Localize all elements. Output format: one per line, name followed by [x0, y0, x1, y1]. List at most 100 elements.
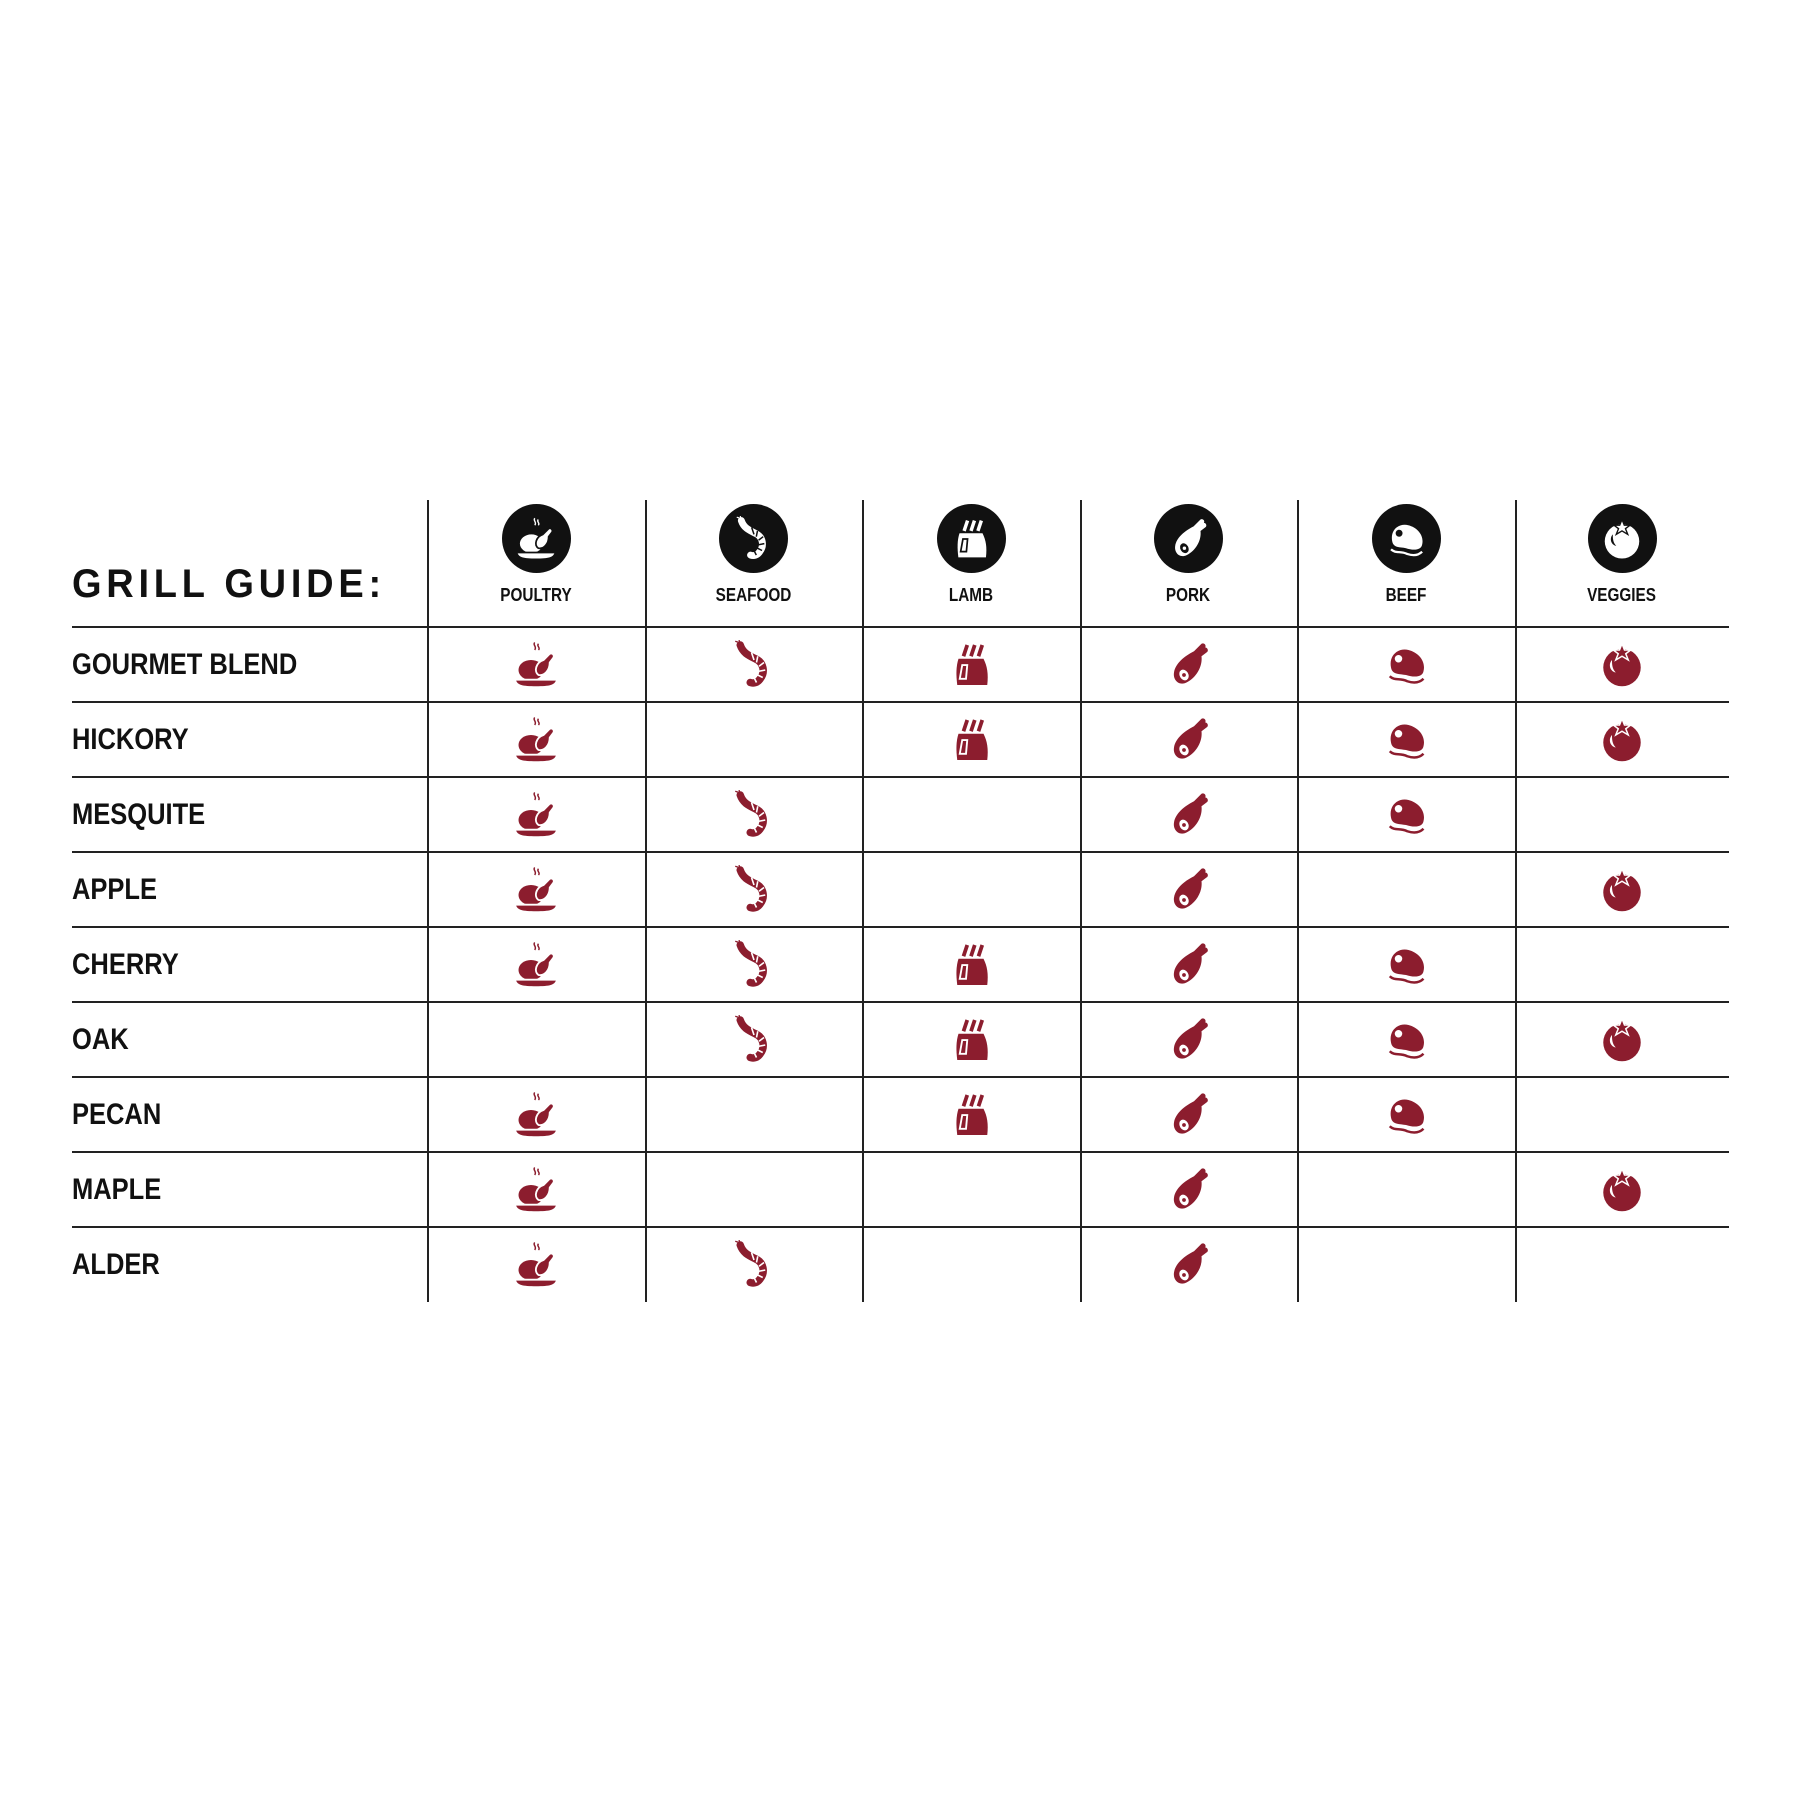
table-cell	[1515, 1077, 1729, 1152]
table-cell	[1080, 1227, 1297, 1302]
tomato-icon	[1597, 640, 1647, 690]
table-cell	[862, 1002, 1080, 1077]
table-cell	[1080, 702, 1297, 777]
table-cell	[1297, 1227, 1515, 1302]
column-divider	[427, 500, 429, 1302]
tomato-icon	[1597, 715, 1647, 765]
table-cell	[1297, 777, 1515, 852]
lamb-rack-icon	[946, 940, 996, 990]
poultry-icon	[511, 1240, 561, 1290]
column-divider	[1297, 500, 1299, 1302]
ham-icon	[1164, 865, 1214, 915]
poultry-icon	[511, 715, 561, 765]
column-header-beef: BEEF	[1297, 500, 1515, 627]
table-cell	[1080, 1077, 1297, 1152]
column-label: POULTRY	[500, 585, 572, 605]
table-cell	[645, 1077, 862, 1152]
lamb-rack-icon	[946, 1015, 996, 1065]
column-header-seafood: SEAFOOD	[645, 500, 862, 627]
row-label: OAK	[72, 1022, 129, 1056]
table-cell	[427, 702, 645, 777]
row-divider	[72, 701, 1729, 703]
row-label: PECAN	[72, 1097, 162, 1131]
poultry-icon	[511, 940, 561, 990]
lamb-rack-icon	[948, 516, 994, 562]
column-divider	[645, 500, 647, 1302]
poultry-icon	[511, 1090, 561, 1140]
column-divider	[1080, 500, 1082, 1302]
row-label: APPLE	[72, 872, 158, 906]
table-cell	[1080, 1152, 1297, 1227]
column-label: LAMB	[948, 585, 994, 605]
row-label: GOURMET BLEND	[72, 647, 298, 681]
shrimp-icon	[729, 1015, 779, 1065]
column-icon-badge	[501, 504, 571, 573]
steak-icon	[1383, 516, 1429, 562]
table-cell	[1297, 1002, 1515, 1077]
table-cell	[645, 1002, 862, 1077]
shrimp-icon	[731, 516, 777, 562]
poultry-icon	[513, 516, 559, 562]
table-cell	[1515, 777, 1729, 852]
column-divider	[862, 500, 864, 1302]
table-cell	[427, 927, 645, 1002]
table-cell	[862, 702, 1080, 777]
table-cell	[645, 1227, 862, 1302]
lamb-rack-icon	[946, 715, 996, 765]
table-cell	[1297, 627, 1515, 702]
table-cell	[1080, 627, 1297, 702]
table-cell	[862, 777, 1080, 852]
column-icon-badge	[936, 504, 1006, 573]
row-divider	[72, 626, 1729, 628]
shrimp-icon	[729, 790, 779, 840]
table-cell	[427, 1002, 645, 1077]
table-cell	[1515, 1152, 1729, 1227]
shrimp-icon	[729, 640, 779, 690]
column-header-veggies: VEGGIES	[1515, 500, 1729, 627]
table-cell	[1515, 1002, 1729, 1077]
poultry-icon	[511, 865, 561, 915]
ham-icon	[1164, 715, 1214, 765]
poultry-icon	[511, 1165, 561, 1215]
row-label: CHERRY	[72, 947, 179, 981]
table-cell	[1080, 927, 1297, 1002]
table-cell	[645, 1152, 862, 1227]
tomato-icon	[1599, 516, 1645, 562]
column-header-poultry: POULTRY	[427, 500, 645, 627]
row-divider	[72, 1151, 1729, 1153]
shrimp-icon	[729, 865, 779, 915]
row-divider	[72, 1001, 1729, 1003]
table-cell	[1080, 777, 1297, 852]
lamb-rack-icon	[946, 640, 996, 690]
table-cell	[862, 1077, 1080, 1152]
table-cell	[862, 1152, 1080, 1227]
ham-icon	[1164, 1090, 1214, 1140]
tomato-icon	[1597, 865, 1647, 915]
steak-icon	[1381, 1015, 1431, 1065]
table-cell	[645, 927, 862, 1002]
poultry-icon	[511, 640, 561, 690]
row-label: ALDER	[72, 1247, 160, 1281]
row-label: HICKORY	[72, 722, 189, 756]
table-cell	[862, 927, 1080, 1002]
steak-icon	[1381, 640, 1431, 690]
table-cell	[1080, 1002, 1297, 1077]
column-divider	[1515, 500, 1517, 1302]
ham-icon	[1164, 1165, 1214, 1215]
column-icon-badge	[1154, 504, 1223, 573]
table-cell	[427, 627, 645, 702]
table-cell	[1297, 1077, 1515, 1152]
ham-icon	[1164, 640, 1214, 690]
column-icon-badge	[719, 504, 788, 573]
table-cell	[1515, 927, 1729, 1002]
table-cell	[427, 1152, 645, 1227]
column-label: BEEF	[1385, 585, 1427, 605]
table-cell	[1515, 1227, 1729, 1302]
table-cell	[862, 852, 1080, 927]
column-header-pork: PORK	[1080, 500, 1297, 627]
ham-icon	[1166, 516, 1212, 562]
steak-icon	[1381, 790, 1431, 840]
ham-icon	[1164, 1015, 1214, 1065]
column-header-lamb: LAMB	[862, 500, 1080, 627]
column-label: VEGGIES	[1587, 585, 1657, 605]
